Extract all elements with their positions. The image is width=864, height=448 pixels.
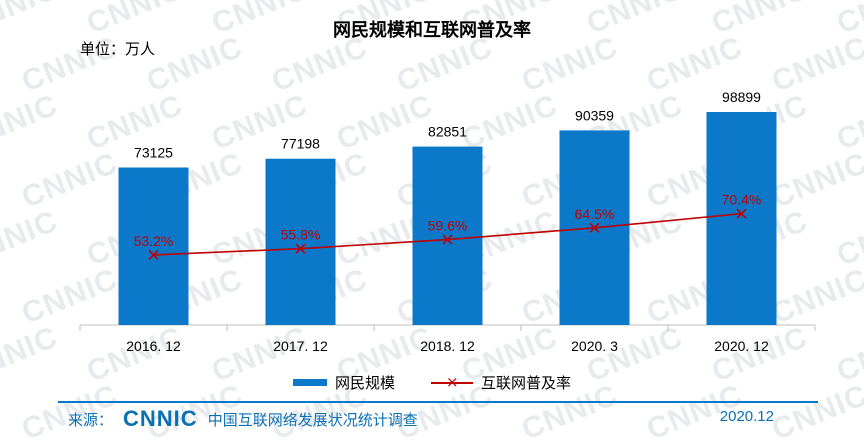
bar-value-label: 82851: [428, 124, 467, 140]
x-tick-label: 2020. 3: [571, 338, 618, 354]
x-tick-label: 2016. 12: [126, 338, 181, 354]
bar-netizens: [118, 167, 189, 325]
legend-item-netizens: 网民规模: [292, 372, 395, 393]
bar-value-label: 73125: [134, 145, 173, 161]
penetration-marker: [589, 222, 600, 233]
bar-value-label: 90359: [575, 107, 614, 123]
source-label: 来源：: [68, 410, 114, 429]
x-tick-label: 2020. 12: [714, 338, 769, 354]
source-org: 中国互联网络发展状况统计调查: [207, 410, 418, 429]
bar-value-label: 98899: [722, 89, 761, 105]
penetration-marker: [736, 208, 747, 219]
x-tick-label: 2018. 12: [420, 338, 475, 354]
legend-line-swatch: ×: [431, 373, 473, 391]
cnnic-logo: CNNIC: [123, 406, 198, 431]
legend-label-penetration: 互联网普及率: [481, 374, 572, 392]
chart-title: 网民规模和互联网普及率: [333, 20, 531, 41]
legend-item-penetration: × 互联网普及率: [431, 372, 571, 393]
x-tick-label: 2017. 12: [273, 338, 328, 354]
penetration-marker: [295, 243, 306, 254]
footer-date: 2020.12: [719, 408, 774, 425]
chart-legend: 网民规模 × 互联网普及率: [0, 372, 864, 393]
bar-value-label: 77198: [281, 136, 320, 152]
bar-netizens: [706, 112, 777, 325]
bar-netizens: [412, 146, 483, 325]
legend-label-netizens: 网民规模: [334, 374, 395, 392]
penetration-marker: [442, 234, 453, 245]
footer-divider: [58, 401, 818, 403]
penetration-value-label: 55.8%: [281, 227, 321, 243]
footer-source: 来源： CNNIC 中国互联网络发展状况统计调查: [68, 406, 418, 432]
penetration-value-label: 53.2%: [134, 233, 174, 249]
penetration-value-label: 64.5%: [575, 206, 615, 222]
penetration-value-label: 70.4%: [722, 192, 762, 208]
legend-bar-swatch: [292, 379, 327, 386]
penetration-marker: [148, 249, 159, 260]
unit-label: 单位：万人: [80, 40, 156, 58]
bar-netizens: [265, 158, 336, 325]
penetration-value-label: 59.6%: [428, 218, 468, 234]
